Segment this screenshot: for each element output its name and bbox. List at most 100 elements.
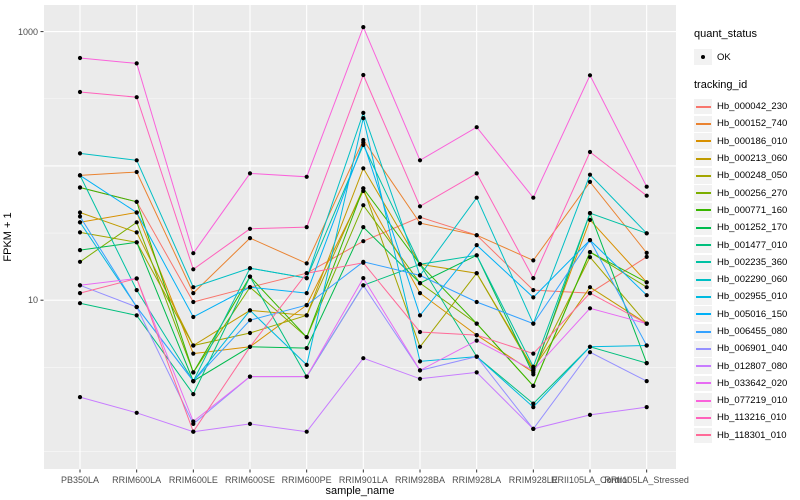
- x-tick-label: PB350LA: [60, 475, 100, 485]
- data-point: [361, 72, 366, 78]
- data-point: [77, 89, 83, 95]
- data-point: [587, 306, 593, 311]
- data-point: [474, 333, 479, 338]
- data-point: [361, 110, 366, 115]
- legend-item-label: Hb_012807_080: [717, 360, 788, 372]
- x-tick-label: RRIM901LA: [338, 475, 388, 485]
- data-point: [417, 204, 423, 209]
- legend-key: [694, 133, 712, 149]
- data-point: [474, 253, 479, 258]
- legend-key: [694, 306, 712, 322]
- data-point: [134, 199, 139, 204]
- legend-item-label: Hb_000256_270: [717, 187, 788, 199]
- data-point: [247, 171, 253, 176]
- data-point: [587, 217, 593, 222]
- data-point: [531, 295, 536, 300]
- data-point: [134, 158, 139, 163]
- data-point: [304, 335, 309, 340]
- data-point: [417, 368, 423, 373]
- data-point: [531, 276, 536, 281]
- legend-key-line-icon: [695, 261, 711, 264]
- legend-key-line-icon: [695, 365, 711, 368]
- y-tick-label: 1000: [17, 26, 38, 37]
- data-point: [247, 274, 253, 279]
- legend-item-label: Hb_002955_010: [717, 291, 788, 303]
- data-point: [304, 374, 309, 379]
- legend-key-line-icon: [695, 244, 711, 247]
- legend-item-label: Hb_002290_060: [717, 274, 788, 286]
- data-point: [134, 220, 139, 225]
- legend-key-line-icon: [695, 399, 711, 402]
- legend-item-label: Hb_113216_010: [717, 412, 787, 424]
- legend-item-label: Hb_006455_080: [717, 326, 788, 337]
- legend-item-Hb_000186_010: Hb_000186_010: [694, 133, 800, 150]
- data-point: [474, 125, 479, 130]
- data-point: [587, 344, 593, 349]
- legend-key-line-icon: [695, 157, 711, 160]
- data-point: [474, 338, 479, 343]
- data-point: [644, 280, 649, 285]
- data-point: [304, 346, 309, 351]
- legend-item-Hb_000042_230: Hb_000042_230: [694, 98, 800, 115]
- legend-key: [694, 98, 712, 115]
- data-point: [587, 350, 593, 355]
- data-point: [361, 260, 366, 265]
- x-axis-title: sample_name: [325, 485, 395, 497]
- legend-item-Hb_000152_740: Hb_000152_740: [694, 115, 800, 132]
- data-point: [531, 426, 536, 431]
- legend-item-Hb_002290_060: Hb_002290_060: [694, 271, 800, 288]
- data-point: [77, 259, 83, 264]
- legend-item-label: Hb_000186_010: [717, 135, 788, 147]
- legend-item-Hb_077219_010: Hb_077219_010: [694, 392, 800, 409]
- data-point: [587, 250, 593, 255]
- data-point: [134, 288, 139, 293]
- data-point: [417, 158, 423, 163]
- legend-key-line-icon: [695, 140, 711, 143]
- x-tick-label: RRII105LA_Stressed: [604, 475, 689, 485]
- data-point: [304, 291, 309, 296]
- data-point: [474, 171, 479, 176]
- data-point: [77, 283, 83, 288]
- data-point: [644, 293, 649, 298]
- data-point: [417, 281, 423, 286]
- legend-key-line-icon: [695, 330, 711, 333]
- data-point: [304, 271, 309, 276]
- data-point: [361, 25, 366, 30]
- legend-item-Hb_118301_010: Hb_118301_010: [694, 427, 800, 444]
- data-point: [587, 238, 593, 243]
- data-point: [361, 225, 366, 230]
- data-point: [304, 225, 309, 230]
- point-symbol-icon: [701, 55, 705, 59]
- data-point: [361, 356, 366, 361]
- legend-item-Hb_005016_150: Hb_005016_150: [694, 306, 800, 323]
- legend-key-line-icon: [695, 174, 711, 177]
- legend-item-label: Hb_077219_010: [717, 395, 788, 407]
- x-tick-label: RRIM600LA: [112, 475, 162, 485]
- data-point: [304, 261, 309, 266]
- data-point: [474, 299, 479, 305]
- x-tick-label: RRII105LA_Control: [550, 475, 630, 485]
- data-point: [474, 354, 479, 359]
- data-point: [644, 285, 649, 290]
- data-point: [191, 251, 196, 256]
- legend-item-Hb_002955_010: Hb_002955_010: [694, 288, 800, 305]
- data-point: [247, 318, 253, 323]
- data-point: [304, 303, 309, 308]
- data-point: [134, 313, 139, 318]
- data-point: [247, 330, 253, 336]
- data-point: [134, 410, 139, 415]
- data-point: [587, 149, 593, 155]
- data-point: [474, 370, 479, 375]
- data-point: [191, 392, 196, 397]
- data-point: [531, 288, 536, 293]
- legend: quant_status OK tracking_id Hb_000042_23…: [694, 28, 800, 444]
- data-point: [304, 429, 309, 434]
- legend-item-Hb_001252_170: Hb_001252_170: [694, 219, 800, 236]
- data-point: [531, 368, 536, 373]
- legend-key: [694, 49, 712, 65]
- data-point: [77, 291, 83, 296]
- legend-item-label: Hb_001252_170: [717, 222, 788, 234]
- data-point: [417, 215, 423, 220]
- legend-key: [694, 185, 712, 201]
- legend-key: [694, 237, 712, 253]
